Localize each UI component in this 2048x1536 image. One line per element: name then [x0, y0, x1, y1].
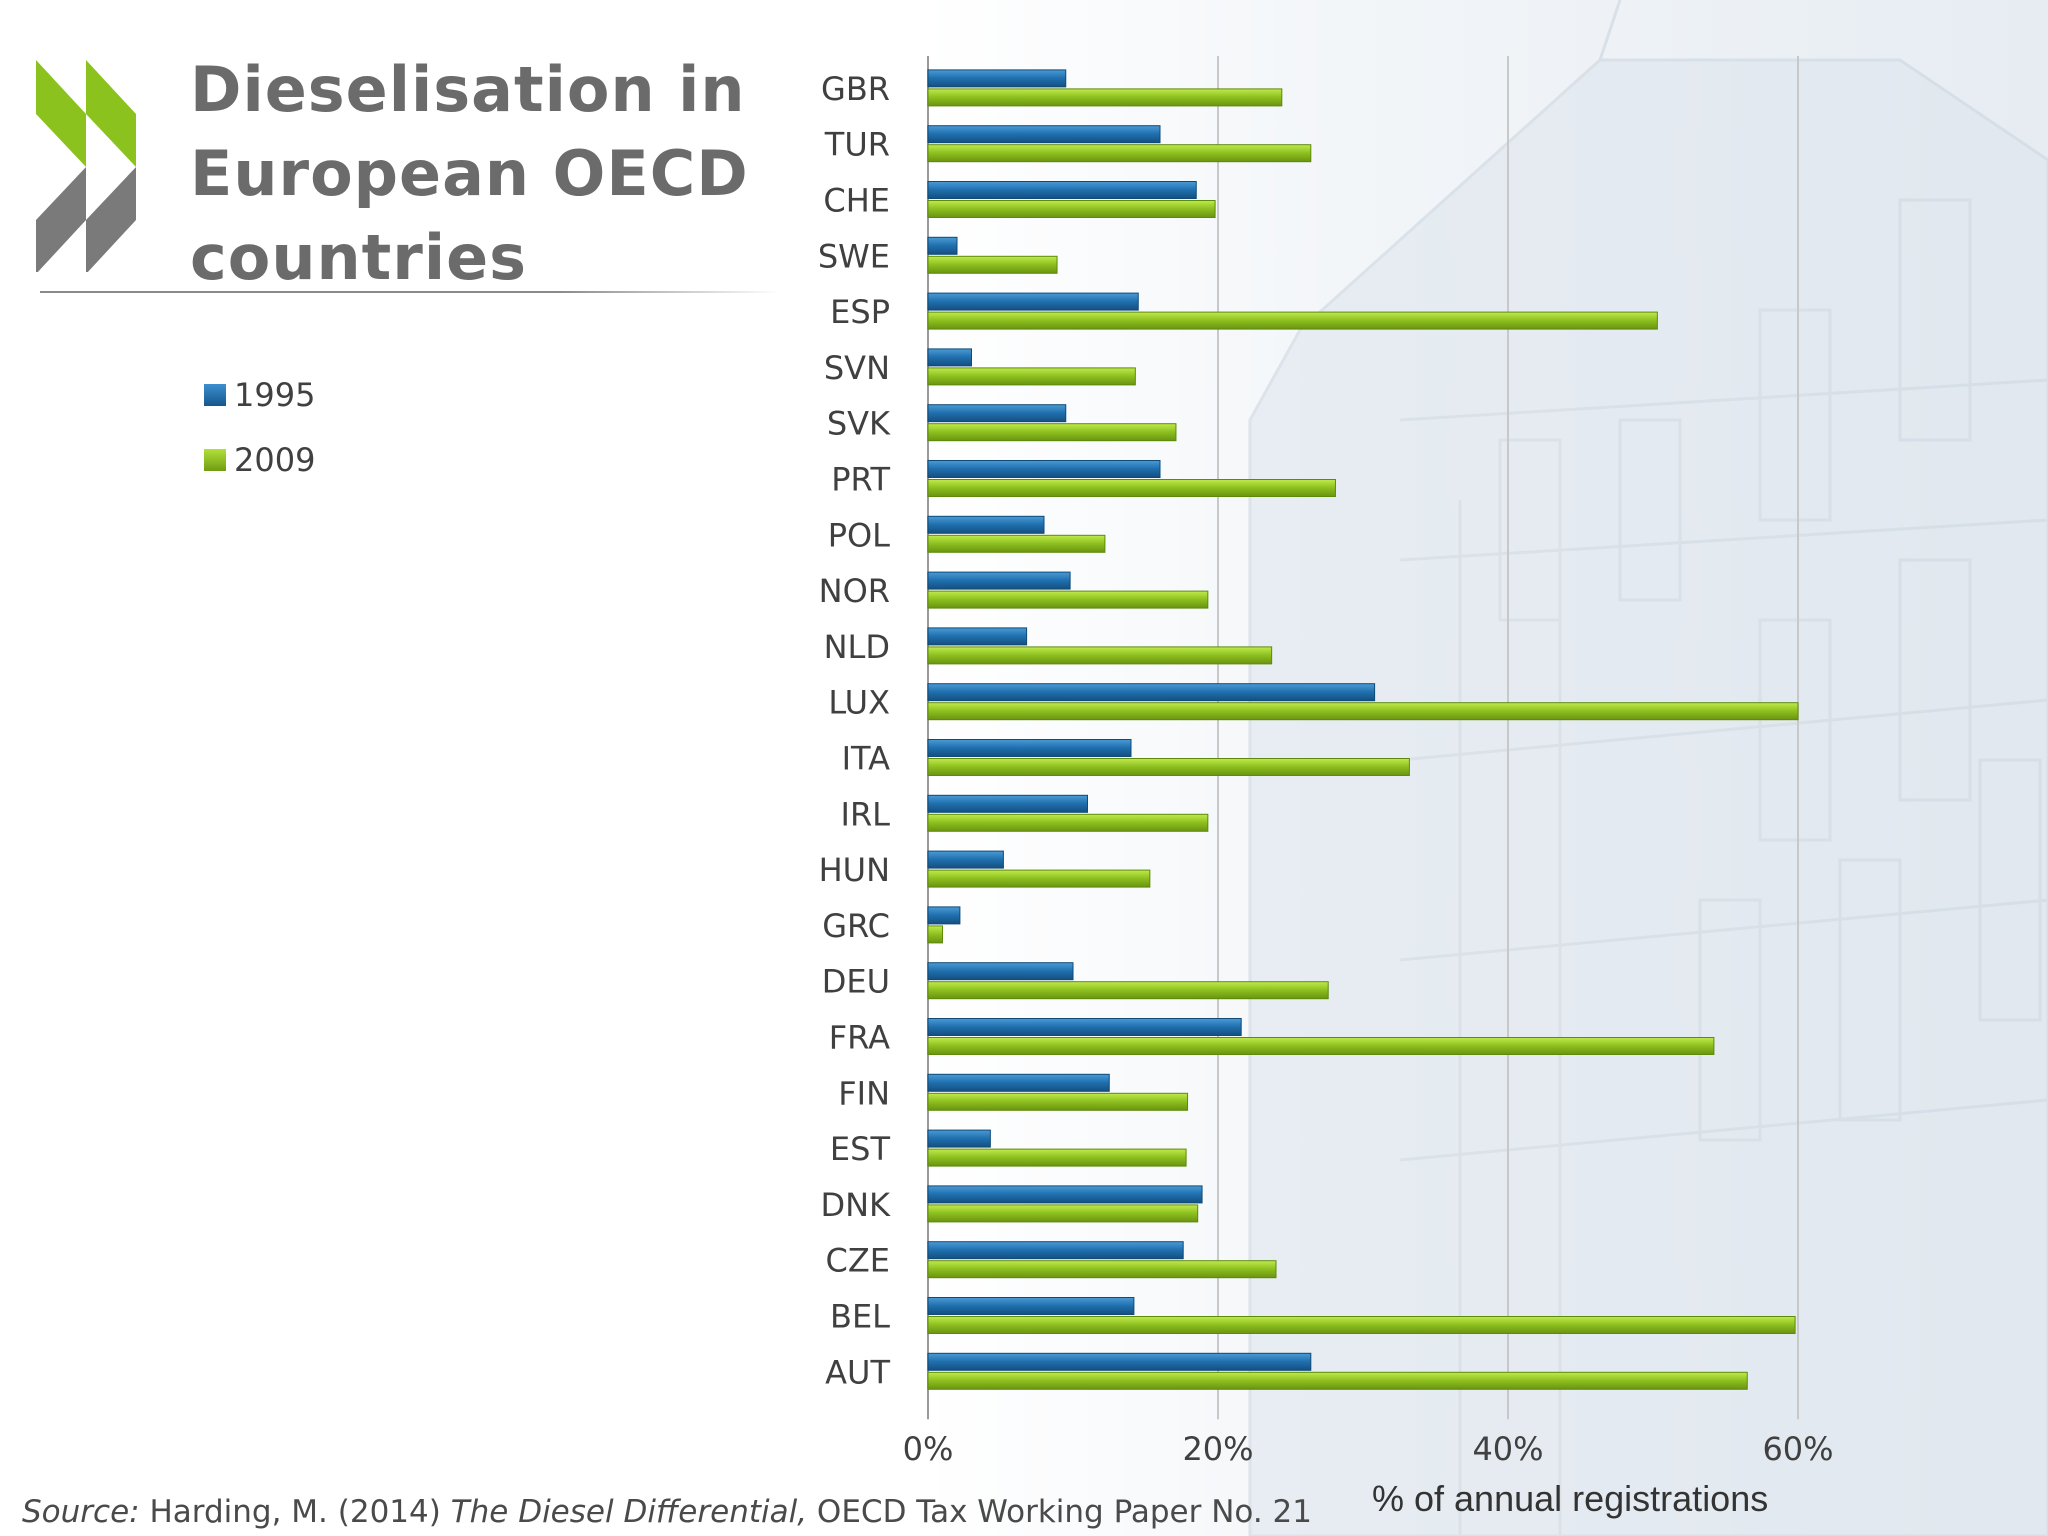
category-label: EST — [830, 1130, 891, 1168]
category-label: DEU — [822, 963, 890, 1001]
legend-item-2009: 2009 — [204, 441, 316, 479]
bar-1995-est — [927, 1129, 991, 1148]
bar-1995-cze — [927, 1241, 1184, 1260]
bar-2009-dnk — [927, 1204, 1199, 1223]
bar-1995-swe — [927, 236, 958, 255]
legend-item-1995: 1995 — [204, 376, 316, 414]
bar-1995-nor — [927, 571, 1071, 590]
bar-1995-irl — [927, 794, 1088, 813]
category-label: ITA — [842, 740, 891, 778]
bar-1995-fin — [927, 1073, 1110, 1092]
category-label: POL — [828, 516, 890, 554]
bar-2009-fra — [927, 1037, 1715, 1055]
bar-2009-aut — [927, 1371, 1748, 1390]
category-label: GBR — [821, 70, 890, 108]
category-label: IRL — [841, 795, 891, 833]
bar-2009-swe — [927, 255, 1058, 274]
bar-1995-deu — [927, 962, 1074, 981]
bar-2009-gbr — [927, 88, 1283, 107]
category-label: HUN — [819, 851, 890, 889]
bar-1995-esp — [927, 292, 1139, 311]
category-label: AUT — [825, 1353, 890, 1391]
bar-2009-fin — [927, 1092, 1189, 1111]
bar-2009-grc — [927, 925, 943, 944]
bar-2009-nor — [927, 590, 1209, 609]
x-tick-label: 40% — [1472, 1430, 1543, 1468]
bar-2009-svk — [927, 423, 1177, 442]
category-label: FRA — [829, 1019, 890, 1057]
oecd-logo — [36, 60, 136, 272]
bar-2009-tur — [927, 144, 1312, 163]
bar-2009-hun — [927, 869, 1151, 888]
source-work: The Diesel Differential, — [450, 1494, 808, 1530]
category-label: NLD — [824, 628, 890, 666]
bar-1995-lux — [927, 683, 1376, 702]
bar-1995-tur — [927, 125, 1161, 144]
bars — [927, 69, 1799, 1390]
legend-label-2009: 2009 — [234, 441, 316, 479]
legend-swatch-1995 — [204, 384, 226, 406]
bar-2009-deu — [927, 981, 1329, 1000]
category-label: BEL — [830, 1298, 890, 1336]
bar-2009-bel — [927, 1316, 1796, 1334]
category-label: LUX — [828, 684, 890, 722]
bar-2009-cze — [927, 1260, 1277, 1279]
category-label: NOR — [819, 572, 890, 610]
x-tick-label: 60% — [1762, 1430, 1833, 1468]
bar-2009-esp — [927, 311, 1658, 330]
slide-title: Dieselisation in European OECD countries — [190, 53, 749, 294]
bar-2009-lux — [927, 702, 1799, 721]
category-label: PRT — [831, 461, 890, 499]
title-divider — [40, 291, 780, 293]
bar-2009-ita — [927, 758, 1410, 776]
category-label: SWE — [818, 237, 890, 275]
source-rest: OECD Tax Working Paper No. 21 — [807, 1494, 1312, 1530]
category-label: TUR — [824, 126, 890, 164]
x-axis-title: % of annual registrations — [1372, 1478, 1769, 1519]
bar-1995-che — [927, 181, 1197, 199]
bar-1995-grc — [927, 906, 961, 925]
bar-2009-svn — [927, 367, 1136, 386]
category-label: DNK — [820, 1186, 891, 1224]
x-tick-label: 20% — [1182, 1430, 1253, 1468]
category-label: FIN — [838, 1074, 890, 1112]
bar-2009-nld — [927, 646, 1273, 665]
category-label: GRC — [822, 907, 890, 945]
source-label: Source: — [22, 1494, 140, 1530]
bar-1995-nld — [927, 627, 1028, 646]
category-label: CZE — [826, 1242, 890, 1280]
bar-2009-pol — [927, 534, 1106, 553]
bar-1995-bel — [927, 1297, 1135, 1315]
category-labels: GBR TUR CHE SWE ESP SVN SVK PRT POL NOR NLD LUX ITA I… — [818, 70, 891, 1391]
bar-1995-prt — [927, 460, 1161, 478]
source-author: Harding, M. (2014) — [139, 1494, 451, 1530]
bar-1995-fra — [927, 1018, 1242, 1036]
chart-legend: 1995 2009 — [204, 376, 316, 508]
bar-1995-ita — [927, 739, 1132, 757]
legend-label-1995: 1995 — [234, 376, 316, 414]
x-tick-labels: 0% 20% 40% 60% — [903, 1430, 1834, 1468]
bar-2009-prt — [927, 479, 1336, 497]
legend-swatch-2009 — [204, 449, 226, 471]
bar-1995-svk — [927, 404, 1067, 423]
bar-2009-est — [927, 1148, 1187, 1167]
bar-2009-irl — [927, 813, 1209, 832]
category-label: ESP — [830, 293, 890, 331]
bar-1995-gbr — [927, 69, 1067, 88]
source-citation: Source: Harding, M. (2014) The Diesel Di… — [22, 1494, 1312, 1530]
bar-1995-svn — [927, 348, 972, 367]
bar-1995-dnk — [927, 1185, 1203, 1204]
category-label: SVN — [824, 349, 890, 387]
category-label: CHE — [823, 182, 890, 220]
category-label: SVK — [827, 405, 891, 443]
bar-1995-pol — [927, 515, 1045, 534]
x-tick-label: 0% — [903, 1430, 954, 1468]
bar-1995-aut — [927, 1352, 1312, 1371]
bar-2009-che — [927, 200, 1216, 218]
bar-1995-hun — [927, 850, 1004, 869]
